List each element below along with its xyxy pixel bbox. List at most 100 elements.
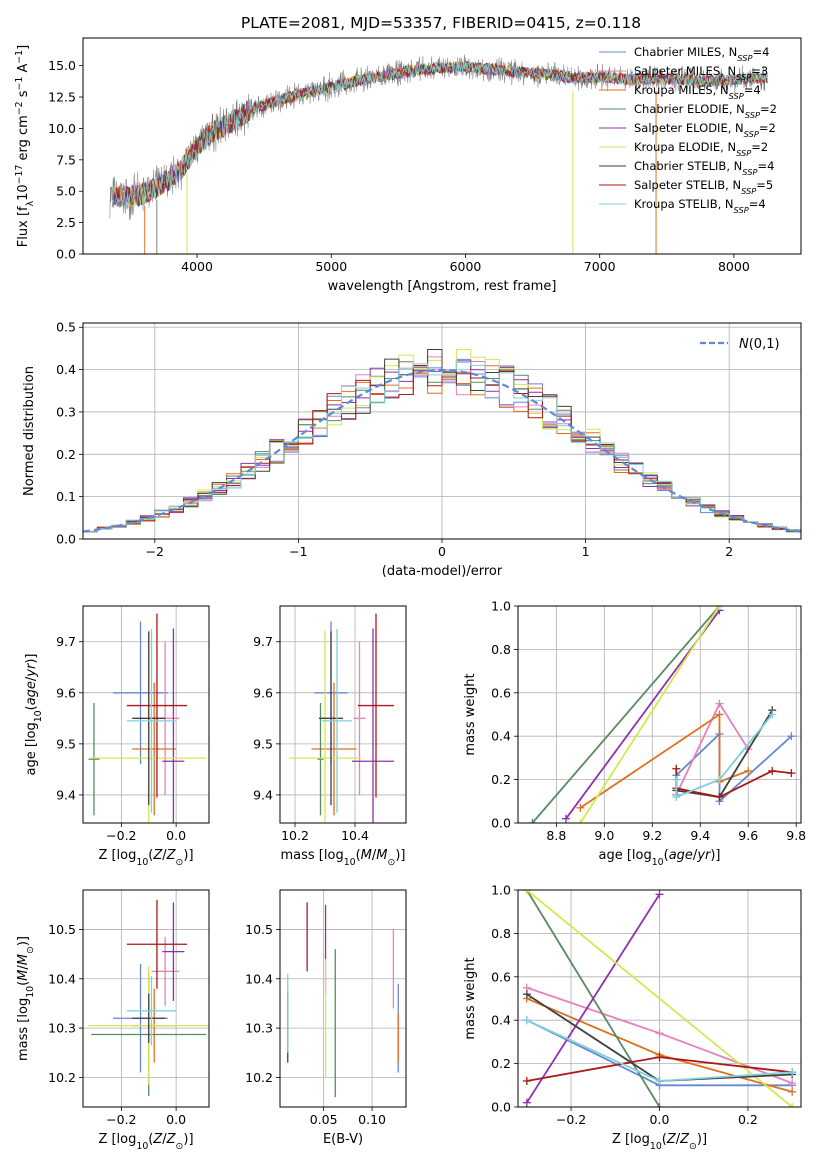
x-tick-label: 9.4 bbox=[690, 828, 710, 843]
y-tick-label: 10.0 bbox=[48, 121, 76, 136]
histogram-step bbox=[83, 361, 801, 533]
panel-age-vs-mass: 10.2 10.4 9.4 9.5 9.6 9.7 mass [log10(M/M⊙)] bbox=[253, 605, 407, 868]
y-axis-label: mass [log10(M/M⊙)] bbox=[16, 936, 36, 1061]
plus-marker bbox=[528, 819, 537, 823]
errorbar-point bbox=[353, 641, 366, 795]
plot-area bbox=[109, 54, 768, 254]
y-tick-label: 0.0 bbox=[491, 816, 511, 831]
y-tick-label: 0.2 bbox=[491, 772, 511, 787]
x-tick-label: 7000 bbox=[584, 259, 616, 274]
y-tick-label: 0.2 bbox=[491, 1056, 511, 1071]
y-tick-label: 1.0 bbox=[491, 599, 511, 614]
x-tick-label: −0.2 bbox=[106, 828, 136, 843]
y-tick-label: 9.6 bbox=[56, 685, 76, 700]
x-tick-label: 1 bbox=[582, 544, 590, 559]
plot-area bbox=[83, 349, 801, 533]
errorbar-point bbox=[162, 628, 185, 823]
y-tick-label: 12.5 bbox=[48, 90, 76, 105]
y-tick-label: 0.5 bbox=[56, 320, 76, 335]
y-tick-label: 9.4 bbox=[56, 787, 76, 802]
y-tick-label: 10.4 bbox=[245, 971, 273, 986]
x-tick-label: 9.2 bbox=[642, 828, 662, 843]
plus-marker bbox=[788, 1079, 797, 1088]
plus-marker bbox=[787, 732, 796, 741]
x-axis-label: Z [log10(Z/Z⊙)] bbox=[612, 1132, 707, 1152]
plus-marker bbox=[655, 1053, 664, 1062]
plot-area bbox=[287, 902, 399, 1098]
x-tick-label: 9.6 bbox=[738, 828, 758, 843]
x-axis-label: Z [log10(Z/Z⊙)] bbox=[98, 848, 193, 868]
errorbar-point bbox=[289, 630, 361, 823]
legend-entry: Chabrier MILES, NSSP=4 bbox=[634, 45, 769, 63]
y-tick-label: 9.7 bbox=[56, 634, 76, 649]
y-tick-label: 0.4 bbox=[491, 729, 511, 744]
plus-marker bbox=[576, 819, 585, 823]
y-tick-label: 7.5 bbox=[56, 152, 76, 167]
y-tick-label: 1.0 bbox=[491, 883, 511, 898]
x-tick-label: −1 bbox=[289, 544, 307, 559]
y-tick-label: 9.7 bbox=[253, 634, 273, 649]
x-tick-label: −2 bbox=[146, 544, 164, 559]
weight-line bbox=[675, 701, 749, 796]
x-tick-label: 0.2 bbox=[738, 1112, 758, 1127]
errorbar-point bbox=[319, 631, 343, 806]
y-axis-label: mass weight bbox=[463, 957, 478, 1039]
x-axis-label: wavelength [Angstrom, rest frame] bbox=[328, 279, 557, 294]
x-tick-label: 0 bbox=[438, 544, 446, 559]
plus-marker bbox=[715, 792, 724, 801]
weight-line bbox=[526, 893, 661, 1104]
y-tick-label: 9.4 bbox=[253, 787, 273, 802]
plus-marker bbox=[744, 766, 753, 775]
y-tick-label: 10.5 bbox=[48, 922, 76, 937]
x-tick-label: 9.8 bbox=[786, 828, 806, 843]
plus-marker bbox=[522, 1076, 531, 1085]
x-tick-label: 10.2 bbox=[281, 828, 309, 843]
legend-entry: Chabrier STELIB, NSSP=4 bbox=[634, 159, 774, 177]
y-tick-label: 0.0 bbox=[56, 247, 76, 262]
errorbar-point bbox=[126, 899, 188, 989]
y-tick-label: 0.2 bbox=[56, 447, 76, 462]
plus-marker bbox=[522, 990, 531, 999]
x-axis-label: age [log10(age/yr)] bbox=[598, 848, 720, 868]
panel-weight-vs-age: 8.8 9.0 9.2 9.4 9.6 9.8 0.0 0.2 0.4 0.6 0.8 1.0 age … bbox=[463, 599, 806, 868]
x-tick-label: −0.2 bbox=[106, 1112, 136, 1127]
x-tick-label: 6000 bbox=[450, 259, 482, 274]
x-tick-label: 0.0 bbox=[650, 1112, 670, 1127]
plus-marker bbox=[561, 814, 570, 823]
y-tick-label: 9.5 bbox=[253, 736, 273, 751]
x-tick-label: 8000 bbox=[718, 259, 750, 274]
panel-mass-vs-ebv: 0.05 0.10 10.2 10.3 10.4 10.5 E(B-V) bbox=[245, 889, 407, 1147]
panel-weight-vs-Z: −0.2 0.0 0.2 0.0 0.2 0.4 0.6 0.8 1.0 Z [log10(Z/Z… bbox=[463, 883, 802, 1152]
y-tick-label: 0.8 bbox=[491, 926, 511, 941]
x-tick-label: 0.10 bbox=[358, 1112, 386, 1127]
plot-area bbox=[528, 606, 796, 823]
plot-area bbox=[88, 899, 209, 1097]
panel-mass-vs-Z: −0.2 0.0 10.2 10.3 10.4 10.5 Z [log10(Z/Z⊙)] ma… bbox=[16, 889, 210, 1152]
plus-marker bbox=[768, 710, 777, 719]
legend-entry: Kroupa MILES, NSSP=4 bbox=[634, 83, 761, 101]
axes-frame bbox=[517, 605, 802, 824]
y-axis-label: age [log10(age/yr)] bbox=[24, 653, 44, 775]
y-tick-label: 2.5 bbox=[56, 215, 76, 230]
plus-marker bbox=[672, 764, 681, 773]
plus-marker bbox=[672, 792, 681, 801]
plus-marker bbox=[788, 1087, 797, 1096]
plus-marker bbox=[715, 775, 724, 784]
weight-line bbox=[676, 709, 773, 798]
errorbar-point bbox=[126, 976, 177, 1046]
plus-marker bbox=[672, 775, 681, 784]
y-tick-label: 10.2 bbox=[48, 1070, 76, 1085]
y-tick-label: 0.6 bbox=[491, 969, 511, 984]
panel-spectrum: 4000 5000 6000 7000 8000 0.0 2.5 5.0 7.5 10.0 12.5… bbox=[14, 37, 802, 294]
legend-entry: Kroupa ELODIE, NSSP=2 bbox=[634, 140, 768, 158]
x-tick-label: 0.0 bbox=[166, 828, 186, 843]
errorbar-point bbox=[162, 902, 185, 1001]
plus-marker bbox=[576, 803, 585, 812]
errorbar-point bbox=[132, 682, 177, 816]
panel-age-vs-Z: −0.2 0.0 9.4 9.5 9.6 9.7 Z [log10(Z/Z⊙)] age [l… bbox=[24, 605, 210, 868]
plus-marker bbox=[715, 710, 724, 719]
normal-curve bbox=[83, 368, 801, 533]
y-tick-label: 0.0 bbox=[56, 532, 76, 547]
